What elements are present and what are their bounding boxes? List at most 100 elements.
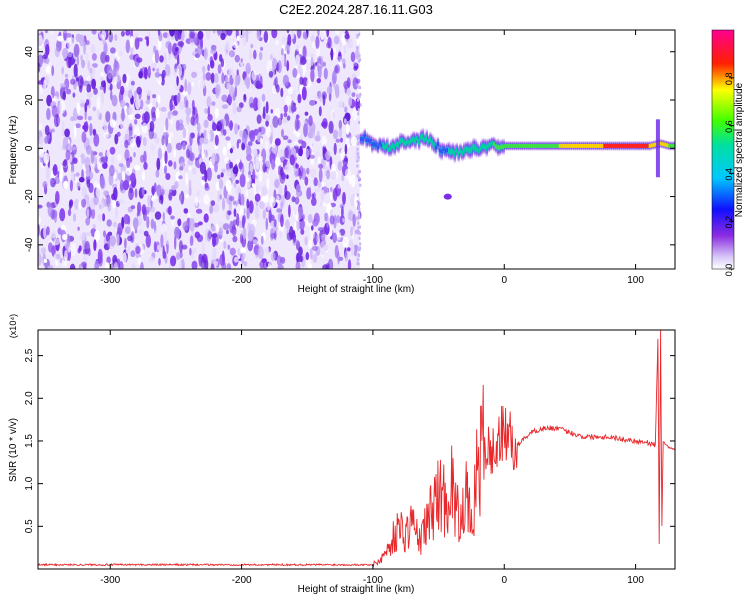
noise-speckle bbox=[291, 196, 296, 203]
noise-speckle bbox=[269, 214, 275, 222]
noise-speckle bbox=[178, 240, 183, 253]
noise-speckle bbox=[271, 159, 276, 170]
noise-speckle bbox=[357, 88, 361, 94]
signal-core bbox=[359, 137, 363, 142]
noise-speckle bbox=[275, 195, 280, 202]
signal-core bbox=[449, 150, 453, 155]
noise-speckle bbox=[100, 156, 107, 163]
noise-speckle bbox=[178, 175, 183, 180]
noise-speckle bbox=[329, 186, 333, 193]
noise-speckle bbox=[150, 63, 157, 69]
noise-speckle bbox=[38, 252, 42, 266]
signal-core bbox=[522, 143, 525, 148]
noise-speckle bbox=[232, 101, 237, 115]
noise-speckle bbox=[295, 114, 300, 119]
noise-edge bbox=[358, 176, 361, 180]
noise-speckle bbox=[298, 255, 303, 263]
noise-speckle bbox=[157, 30, 161, 37]
signal-core bbox=[564, 143, 568, 148]
noise-speckle bbox=[113, 187, 118, 201]
noise-speckle bbox=[236, 140, 239, 149]
noise-speckle bbox=[43, 225, 47, 239]
noise-speckle bbox=[232, 41, 239, 49]
noise-speckle bbox=[207, 64, 210, 72]
noise-speckle bbox=[93, 195, 99, 206]
noise-speckle bbox=[102, 162, 108, 169]
noise-speckle bbox=[97, 214, 103, 222]
noise-speckle bbox=[59, 170, 63, 182]
noise-speckle bbox=[282, 74, 289, 87]
noise-speckle bbox=[238, 192, 241, 204]
noise-speckle bbox=[166, 239, 170, 245]
y-tick-label: 2.0 bbox=[24, 391, 35, 405]
signal-core bbox=[427, 139, 430, 144]
noise-speckle bbox=[179, 101, 185, 110]
y-tick-label: -20 bbox=[24, 189, 35, 204]
noise-speckle bbox=[276, 255, 282, 266]
noise-speckle bbox=[274, 178, 280, 189]
noise-edge bbox=[356, 164, 359, 168]
noise-speckle bbox=[210, 59, 215, 69]
noise-speckle bbox=[326, 214, 330, 228]
signal-core bbox=[438, 148, 442, 153]
noise-speckle bbox=[212, 123, 217, 131]
noise-speckle bbox=[256, 185, 261, 194]
noise-speckle bbox=[275, 205, 282, 215]
noise-speckle bbox=[304, 236, 308, 246]
noise-speckle bbox=[257, 246, 264, 260]
noise-speckle bbox=[197, 131, 201, 146]
noise-speckle bbox=[287, 34, 292, 47]
noise-speckle bbox=[213, 203, 220, 213]
noise-speckle bbox=[39, 136, 44, 146]
noise-speckle bbox=[174, 226, 180, 239]
noise-speckle bbox=[341, 205, 344, 218]
noise-speckle bbox=[294, 196, 300, 205]
noise-edge bbox=[357, 108, 360, 112]
noise-speckle bbox=[238, 161, 243, 170]
noise-speckle bbox=[191, 249, 195, 260]
signal-core bbox=[504, 143, 507, 148]
noise-speckle bbox=[119, 261, 124, 269]
noise-speckle bbox=[165, 117, 169, 131]
snr-multiplier: (x10⁴) bbox=[8, 314, 18, 338]
noise-speckle bbox=[256, 114, 262, 124]
noise-speckle bbox=[95, 187, 101, 198]
noise-speckle bbox=[201, 65, 206, 74]
noise-speckle bbox=[78, 156, 82, 164]
noise-speckle bbox=[232, 73, 236, 80]
noise-speckle bbox=[334, 64, 341, 74]
noise-speckle bbox=[246, 198, 250, 209]
signal-core bbox=[672, 143, 675, 148]
noise-speckle bbox=[351, 92, 356, 98]
noise-speckle bbox=[280, 256, 286, 264]
noise-speckle bbox=[146, 37, 150, 47]
noise-speckle bbox=[297, 93, 302, 104]
noise-speckle bbox=[283, 104, 288, 113]
noise-speckle bbox=[232, 200, 237, 206]
noise-edge bbox=[356, 174, 359, 178]
noise-speckle bbox=[210, 225, 217, 232]
signal-core bbox=[506, 143, 509, 148]
noise-speckle bbox=[69, 263, 76, 269]
noise-speckle bbox=[46, 226, 50, 236]
noise-speckle bbox=[139, 134, 143, 141]
noise-speckle bbox=[218, 178, 224, 190]
noise-edge bbox=[358, 135, 361, 139]
noise-edge bbox=[358, 95, 361, 99]
noise-edge bbox=[357, 112, 360, 116]
noise-speckle bbox=[153, 45, 157, 54]
noise-edge bbox=[356, 147, 359, 151]
signal-core bbox=[371, 142, 374, 147]
noise-speckle bbox=[275, 39, 279, 46]
noise-speckle bbox=[160, 106, 167, 112]
noise-speckle bbox=[160, 234, 164, 248]
noise-speckle bbox=[207, 106, 211, 117]
noise-speckle bbox=[325, 263, 330, 269]
noise-speckle bbox=[134, 188, 138, 199]
noise-speckle bbox=[118, 50, 123, 57]
signal-core bbox=[479, 146, 483, 151]
noise-speckle bbox=[129, 172, 136, 183]
noise-speckle bbox=[221, 72, 225, 84]
noise-speckle bbox=[110, 47, 116, 54]
signal-core bbox=[554, 143, 558, 148]
